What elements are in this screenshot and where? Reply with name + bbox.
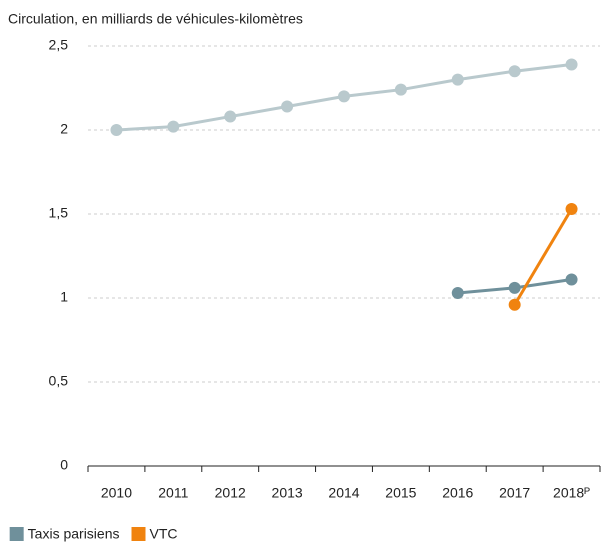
point [508,298,521,311]
legend-label: Taxis parisiens [28,526,120,542]
chart-title: Circulation, en milliards de véhicules-k… [8,11,303,27]
y-tick-label: 2,5 [49,37,69,53]
point [110,124,123,136]
y-tick-label: 0,5 [49,373,69,389]
series-line [513,208,573,306]
x-tick-label: 2011 [158,485,188,501]
x-tick-label: 2016 [442,485,473,501]
x-tick-label: 2017 [499,485,530,501]
point [394,83,407,96]
x-tick-label: 2010 [101,485,132,501]
point [338,90,350,103]
legend-swatch [9,527,24,541]
point [281,100,294,113]
x-tick-label: 2014 [328,485,359,501]
point [451,286,464,299]
y-tick-label: 0 [60,457,68,473]
legend-label: VTC [150,526,178,542]
x-tick-label: 2013 [272,485,303,501]
point [224,110,237,123]
x-tick-label: 2015 [385,485,416,501]
y-tick-label: 1 [60,289,68,305]
legend-swatch [131,527,146,541]
point [565,273,578,286]
point [167,120,180,133]
point [565,202,578,215]
y-tick-label: 1,5 [49,205,69,221]
point [508,65,521,78]
x-tick-label: 2018ᴾ [553,485,590,501]
point [451,73,464,86]
x-tick-label: 2012 [215,485,246,501]
y-tick-label: 2 [60,121,68,137]
point [565,58,578,71]
point [508,281,521,294]
